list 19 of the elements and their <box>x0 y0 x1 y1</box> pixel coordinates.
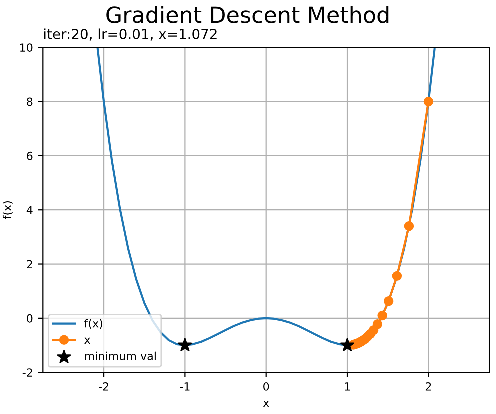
chart-title: Gradient Descent Method <box>106 6 389 24</box>
y-tick-label: 2 <box>27 260 32 268</box>
y-tick-label: -2 <box>22 368 32 377</box>
x-axis-title: x <box>263 401 270 408</box>
y-tick-label: 10 <box>20 44 33 52</box>
x-tick-label: 0 <box>264 382 270 391</box>
y-tick-label: 6 <box>27 152 33 160</box>
legend-label: f(x) <box>84 319 102 330</box>
y-axis-title: f(x) <box>2 201 13 220</box>
x-tick-label: -2 <box>99 382 108 391</box>
legend-label: x <box>84 338 90 344</box>
y-tick-label: 8 <box>27 98 33 106</box>
y-tick-label: 4 <box>26 206 33 214</box>
x-tick-label: 1 <box>345 382 350 391</box>
x-tick-label: -1 <box>180 382 190 391</box>
y-tick-label: 0 <box>27 314 33 323</box>
legend-label: minimum val <box>85 352 156 360</box>
x-tick-label: 2 <box>426 382 432 391</box>
chart-subtitle: iter:20, lr=0.01, x=1.072 <box>44 28 217 41</box>
